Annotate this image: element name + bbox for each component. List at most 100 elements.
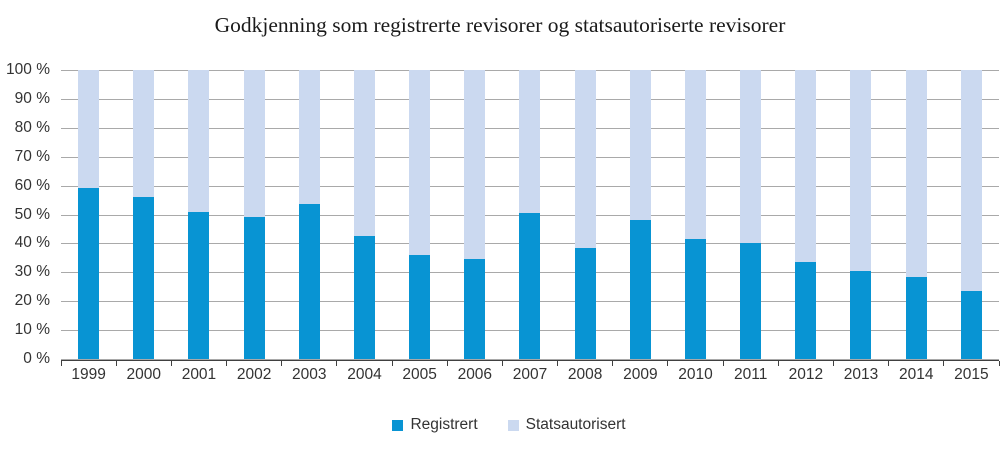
- bar-segment-statsautorisert-2005: [409, 70, 431, 255]
- bar-category-2003: [282, 70, 337, 359]
- x-axis-tick: [777, 361, 779, 366]
- bar-category-2014: [889, 70, 944, 359]
- x-tick-label-2013: 2013: [843, 366, 879, 383]
- bar-column-2007: [519, 70, 541, 359]
- x-tick-label-2008: 2008: [567, 366, 603, 383]
- bar-category-2010: [668, 70, 723, 359]
- bar-segment-statsautorisert-2008: [574, 70, 596, 248]
- y-tick-label-90: 90 %: [14, 89, 50, 107]
- x-axis-tick: [667, 361, 669, 366]
- x-axis-tick: [722, 361, 724, 366]
- bar-segment-statsautorisert-2004: [353, 70, 375, 237]
- bar-segment-registrert-2008: [574, 247, 596, 359]
- y-tick-label-70: 70 %: [14, 147, 50, 165]
- bar-segment-statsautorisert-2010: [684, 70, 706, 240]
- y-tick-label-40: 40 %: [14, 234, 50, 252]
- y-tick-label-10: 10 %: [14, 321, 50, 339]
- x-axis-tick: [226, 361, 228, 366]
- bar-segment-registrert-2013: [850, 270, 872, 359]
- bar-category-2002: [227, 70, 282, 359]
- y-axis-labels: 0 % 10 % 20 % 30 % 40 % 50 % 60 % 70 % 80 % 90 % 1…: [0, 61, 50, 367]
- x-axis-tick: [281, 361, 283, 366]
- bar-category-2013: [833, 70, 888, 359]
- bar-segment-registrert-2014: [905, 276, 927, 359]
- bar-column-2006: [464, 70, 486, 359]
- bar-segment-registrert-2010: [684, 239, 706, 359]
- bar-column-2011: [740, 70, 762, 359]
- bar-segment-registrert-1999: [78, 188, 100, 359]
- x-axis-tick: [115, 361, 117, 366]
- bar-column-2010: [684, 70, 706, 359]
- chart-title: Godkjenning som registrerte revisorer og…: [214, 13, 786, 37]
- x-tick-label-2003: 2003: [292, 366, 327, 383]
- bar-category-2009: [613, 70, 668, 359]
- y-tick-label-80: 80 %: [14, 118, 50, 136]
- x-tick-label-1999: 1999: [71, 366, 106, 383]
- x-tick-label-2007: 2007: [512, 366, 548, 383]
- x-tick-label-2001: 2001: [181, 366, 217, 383]
- bar-segment-statsautorisert-2006: [464, 70, 486, 260]
- x-axis-tick: [446, 361, 448, 366]
- y-tick-label-100: 100 %: [6, 61, 50, 78]
- y-tick-label-60: 60 %: [14, 176, 50, 194]
- bar-column-2001: [188, 70, 210, 359]
- x-axis-labels: 1999 2000 2001 2002 2003 2004 2005 2006 2007 2008…: [61, 366, 999, 388]
- bar-segment-registrert-2005: [409, 254, 431, 359]
- bar-segment-statsautorisert-1999: [78, 70, 100, 189]
- bar-column-2002: [243, 70, 265, 359]
- bar-segment-registrert-2012: [795, 262, 817, 359]
- bar-segment-registrert-2004: [353, 236, 375, 359]
- x-tick-label-2011: 2011: [734, 366, 768, 383]
- legend-item-registrert: Registrert: [392, 416, 478, 434]
- x-axis-tick: [943, 361, 945, 366]
- gridline-0: [61, 359, 999, 360]
- bar-segment-registrert-2007: [519, 213, 541, 359]
- bar-segment-statsautorisert-2003: [298, 70, 320, 205]
- bar-column-2005: [409, 70, 431, 359]
- x-axis-tick: [832, 361, 834, 366]
- x-tick-label-2006: 2006: [457, 366, 493, 383]
- bar-category-2012: [778, 70, 833, 359]
- plot-area: [60, 70, 1000, 366]
- bar-column-2008: [574, 70, 596, 359]
- x-tick-label-2000: 2000: [126, 366, 161, 383]
- legend-item-statsautorisert: Statsautorisert: [507, 416, 626, 434]
- bar-segment-registrert-2009: [629, 220, 651, 359]
- bar-category-2011: [723, 70, 778, 359]
- statsautorisert-swatch-icon: [507, 419, 519, 431]
- bar-category-2007: [502, 70, 557, 359]
- bar-segment-registrert-2015: [960, 291, 982, 359]
- bar-category-1999: [61, 70, 116, 359]
- bar-category-2006: [447, 70, 502, 359]
- bar-segment-statsautorisert-2007: [519, 70, 541, 214]
- bar-segment-registrert-2002: [243, 217, 265, 359]
- x-axis-tick: [557, 361, 559, 366]
- bar-category-2008: [558, 70, 613, 359]
- x-tick-label-2009: 2009: [623, 366, 658, 383]
- x-axis-tick: [170, 361, 172, 366]
- bar-segment-statsautorisert-2013: [850, 70, 872, 271]
- x-axis-tick: [60, 361, 62, 366]
- x-tick-label-2012: 2012: [788, 366, 824, 383]
- bar-segment-registrert-2001: [188, 211, 210, 359]
- x-axis-tick: [501, 361, 503, 366]
- bar-column-2012: [795, 70, 817, 359]
- bar-segment-statsautorisert-2015: [960, 70, 982, 292]
- bars-container: [61, 70, 999, 359]
- x-tick-label-2004: 2004: [347, 366, 382, 383]
- x-tick-label-2010: 2010: [678, 366, 713, 383]
- bar-column-2014: [905, 70, 927, 359]
- x-tick-label-2014: 2014: [898, 366, 934, 383]
- bar-category-2015: [944, 70, 999, 359]
- legend: Registrert Statsautorisert: [0, 416, 1000, 434]
- x-axis-tick: [998, 361, 1000, 366]
- y-tick-label-0: 0 %: [23, 350, 50, 367]
- bar-category-2000: [116, 70, 171, 359]
- bar-segment-statsautorisert-2012: [795, 70, 817, 263]
- y-tick-label-30: 30 %: [14, 263, 50, 281]
- bar-column-2009: [629, 70, 651, 359]
- bar-segment-statsautorisert-2009: [629, 70, 651, 221]
- bar-column-2004: [353, 70, 375, 359]
- bar-column-2003: [298, 70, 320, 359]
